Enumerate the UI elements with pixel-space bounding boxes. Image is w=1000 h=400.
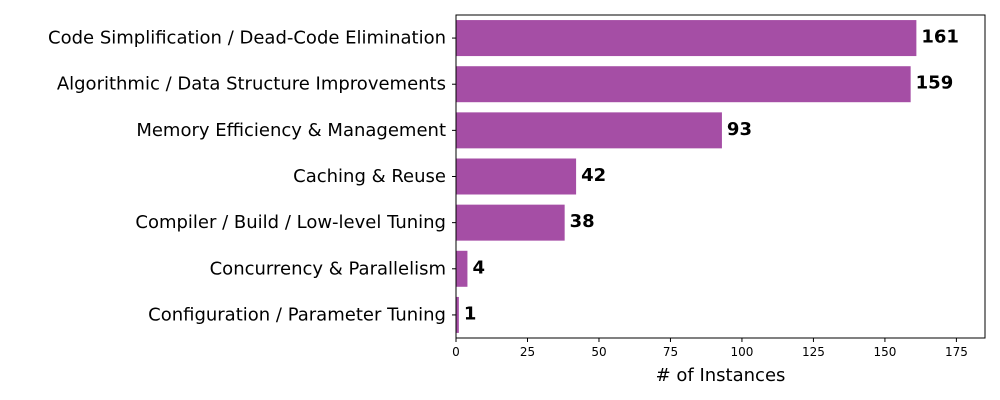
value-label: 93 (727, 119, 752, 140)
x-tick-label: 100 (730, 345, 753, 359)
bar (456, 66, 911, 103)
category-label: Caching & Reuse (293, 166, 446, 187)
x-tick-label: 75 (663, 345, 678, 359)
value-label: 42 (581, 165, 606, 186)
category-label: Code Simplification / Dead-Code Eliminat… (48, 28, 446, 49)
category-label: Compiler / Build / Low-level Tuning (135, 212, 446, 233)
value-label: 161 (921, 27, 959, 48)
bar (456, 250, 468, 287)
category-label: Concurrency & Parallelism (210, 258, 446, 279)
plot-frame (455, 14, 986, 339)
category-label: Memory Efficiency & Management (136, 120, 446, 141)
value-label: 38 (570, 211, 595, 232)
x-tick-label: 25 (520, 345, 535, 359)
value-label: 159 (916, 73, 954, 94)
x-tick-label: 125 (802, 345, 825, 359)
value-label: 4 (472, 257, 485, 278)
value-labels: 161 159 93 42 38 4 1 (464, 27, 959, 325)
category-label: Configuration / Parameter Tuning (148, 304, 446, 325)
category-label: Algorithmic / Data Structure Improvement… (57, 74, 446, 95)
bar (456, 158, 577, 195)
bar (456, 20, 917, 57)
value-label: 1 (464, 303, 477, 324)
x-tick-label: 150 (873, 345, 896, 359)
bar (456, 204, 565, 241)
x-tick-label: 175 (945, 345, 968, 359)
category-labels: Code Simplification / Dead-Code Eliminat… (48, 28, 456, 325)
bar (456, 296, 459, 333)
x-axis-ticks: 0 25 50 75 100 125 150 175 (452, 338, 968, 359)
bar (456, 112, 722, 149)
x-axis-title: # of Instances (656, 365, 786, 386)
x-tick-label: 0 (452, 345, 460, 359)
x-tick-label: 50 (591, 345, 606, 359)
bars-group (456, 20, 917, 333)
